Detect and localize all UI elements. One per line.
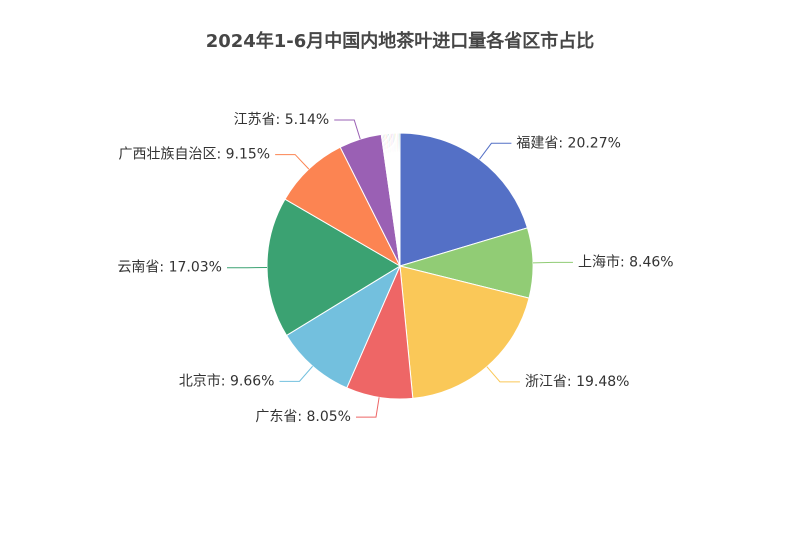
slice-label: 云南省: 17.03% bbox=[117, 260, 222, 276]
slice-label: 江苏省: 5.14% bbox=[234, 112, 330, 128]
chart-title: 2024年1-6月中国内地茶叶进口量各省区市占比 bbox=[205, 31, 595, 52]
label-line bbox=[486, 366, 520, 383]
pie-slices bbox=[266, 132, 534, 400]
label-line bbox=[279, 365, 313, 382]
slice-label: 浙江省: 19.48% bbox=[525, 374, 630, 390]
slice-label: 广西壮族自治区: 9.15% bbox=[118, 147, 270, 163]
slice-label: 上海市: 8.46% bbox=[578, 253, 674, 270]
label-line bbox=[479, 142, 512, 160]
slice-label: 福建省: 20.27% bbox=[516, 135, 621, 151]
label-line bbox=[334, 119, 361, 140]
label-line bbox=[275, 154, 310, 170]
label-line bbox=[355, 397, 380, 418]
pie-slice[interactable] bbox=[398, 132, 401, 267]
slice-label: 北京市: 9.66% bbox=[179, 372, 275, 389]
pie-labels: 福建省: 20.27% 上海市: 8.46% 浙江省: 19.48% 广东省: 8.0… bbox=[117, 112, 673, 425]
slice-label: 广东省: 8.05% bbox=[255, 409, 351, 425]
pie-slice[interactable] bbox=[266, 198, 401, 337]
pie-slice[interactable] bbox=[285, 264, 402, 389]
